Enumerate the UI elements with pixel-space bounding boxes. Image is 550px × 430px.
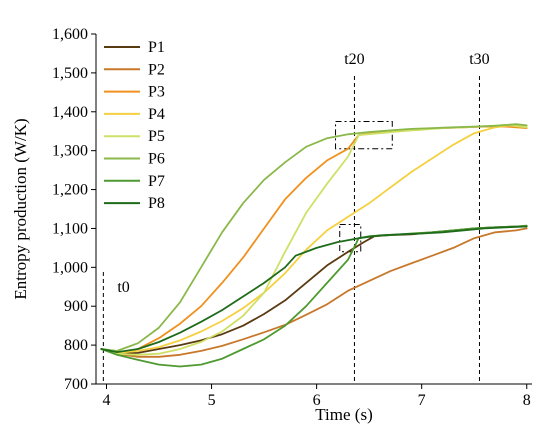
x-tick-label: 7 [418,392,426,409]
series-line-p8 [100,225,528,353]
legend-label-p6: P6 [148,151,165,168]
t20-label: t20 [344,51,364,68]
axes-layer: 700 800 900 1,000 1,100 1,200 1,300 1,400 1,500 1… [52,26,532,409]
x-axis-title: Time (s) [315,405,372,424]
x-tick-label: 4 [103,392,111,409]
legend-label-p1: P1 [148,39,165,56]
legend-label-p7: P7 [148,173,165,190]
x-tick-label: 8 [523,392,531,409]
series-line-p2 [100,227,528,358]
series-line-p6 [100,123,528,352]
y-tick-label: 1,100 [52,220,88,237]
t0-label: t0 [117,279,129,296]
y-tick-label: 900 [64,298,88,315]
y-tick-label: 1,300 [52,143,88,160]
legend-label-p8: P8 [148,195,165,212]
series-layer [100,123,528,368]
series-line-p7 [100,224,528,368]
legend: P1 P2 P3 P4 P5 P6 P7 P8 [104,39,165,212]
y-tick-label: 1,000 [52,259,88,276]
y-tick-label: 1,600 [52,26,88,43]
legend-label-p4: P4 [148,106,165,123]
y-tick-label: 1,400 [52,104,88,121]
highlight-box [339,224,362,253]
t30-label: t30 [469,51,489,68]
x-tick-label: 5 [208,392,216,409]
legend-label-p2: P2 [148,61,165,78]
highlight-box [335,121,393,150]
y-tick-label: 1,500 [52,65,88,82]
y-tick-label: 800 [64,337,88,354]
annotation-layer: t0 t20 t30 [102,51,490,384]
series-line-p4 [100,123,528,354]
y-tick-label: 700 [64,376,88,393]
y-axis-title: Entropy production (W/K) [11,118,30,299]
legend-label-p5: P5 [148,128,165,145]
x-tick-label: 6 [313,392,321,409]
legend-label-p3: P3 [148,84,165,101]
y-tick-label: 1,200 [52,182,88,199]
